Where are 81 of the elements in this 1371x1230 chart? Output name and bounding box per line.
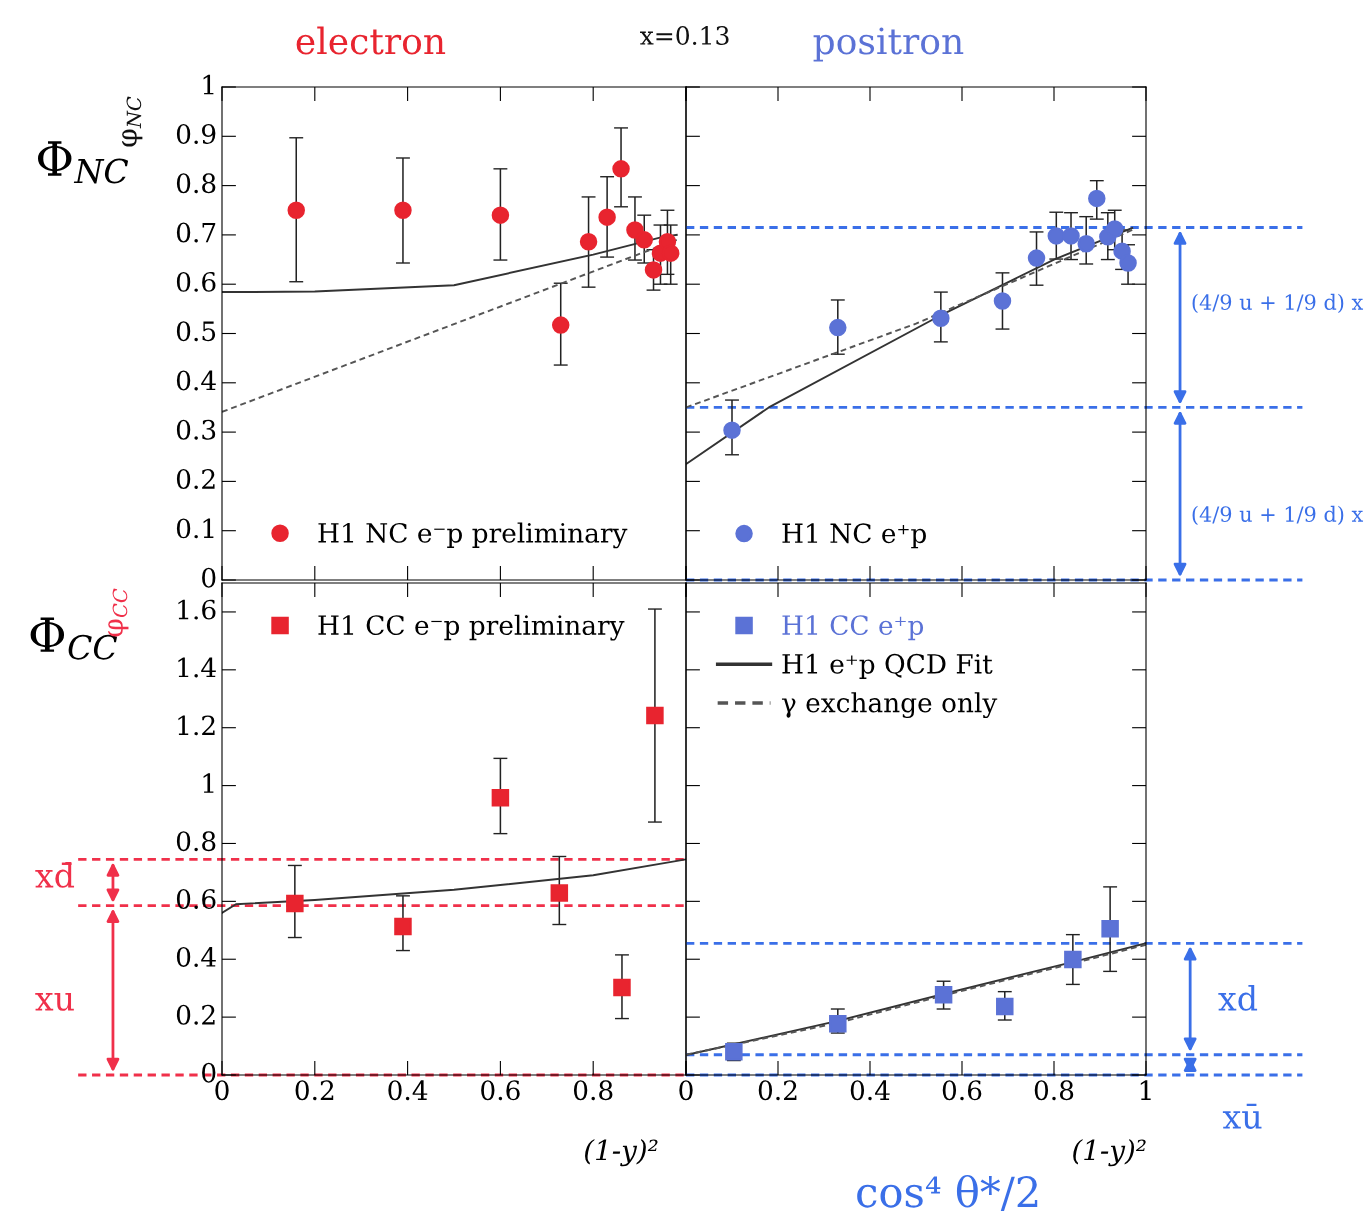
y-tick-label: 0.6 bbox=[176, 271, 216, 292]
point bbox=[1077, 235, 1095, 253]
x-axis-title: (1-y)² bbox=[585, 1138, 658, 1167]
point bbox=[551, 316, 570, 334]
legend-label: H1 NC e⁺p bbox=[782, 523, 926, 549]
x-tick-label: 0.2 bbox=[295, 1080, 334, 1101]
point bbox=[829, 318, 847, 337]
y-tick-label: 0 bbox=[202, 1062, 216, 1083]
line-series bbox=[222, 233, 678, 294]
x-tick-label: 1 bbox=[1140, 1080, 1151, 1100]
point bbox=[394, 917, 412, 936]
point bbox=[723, 421, 741, 439]
y-tick-label: 0 bbox=[202, 567, 216, 588]
point bbox=[286, 894, 304, 913]
text: xu bbox=[35, 993, 74, 1011]
x-tick-label: 0.4 bbox=[850, 1080, 890, 1101]
chart-title: positron bbox=[813, 27, 964, 62]
point bbox=[996, 997, 1014, 1016]
point bbox=[993, 292, 1012, 310]
point bbox=[1064, 950, 1082, 969]
x-tick-label: 0.2 bbox=[758, 1080, 797, 1101]
point bbox=[932, 309, 950, 327]
chart-title: electron bbox=[296, 26, 446, 55]
point bbox=[1088, 189, 1106, 208]
y-tick-label: 0.4 bbox=[176, 370, 216, 391]
legend-label: γ exchange only bbox=[781, 692, 998, 719]
x-tick-label: 0.8 bbox=[1034, 1080, 1074, 1101]
y-tick-label: 1.6 bbox=[178, 599, 216, 620]
y-tick-label: 0.2 bbox=[176, 469, 215, 490]
point bbox=[635, 231, 653, 249]
point bbox=[491, 206, 510, 224]
legend-label: H1 e⁺p QCD Fit bbox=[782, 653, 993, 679]
text: H1 CC e⁺p bbox=[782, 615, 924, 641]
y-tick-label: 0.5 bbox=[176, 321, 216, 342]
x-tick-label: 0.6 bbox=[942, 1080, 982, 1101]
x-tick-label: 0.8 bbox=[573, 1080, 613, 1101]
point bbox=[646, 706, 664, 725]
point bbox=[829, 1015, 847, 1033]
y-tick-label: 0.8 bbox=[176, 173, 216, 194]
text: cos⁴ θ*/2 bbox=[857, 1174, 1038, 1211]
y-tick-label: 0.3 bbox=[176, 419, 216, 440]
text: xū bbox=[1222, 1103, 1262, 1129]
y-tick-label: 0.9 bbox=[176, 124, 216, 144]
y-tick-label: 1.2 bbox=[178, 715, 215, 736]
y-tick-label: 1 bbox=[203, 773, 214, 793]
y-tick-label: 0.1 bbox=[176, 518, 214, 539]
point bbox=[1062, 227, 1080, 245]
x-axis-title: (1-y)² bbox=[1073, 1138, 1146, 1167]
y-tick-label: 0.2 bbox=[176, 1004, 215, 1025]
y-tick-label: 0.4 bbox=[176, 946, 216, 967]
line-series bbox=[222, 858, 686, 914]
point bbox=[579, 233, 598, 251]
point bbox=[1101, 920, 1119, 938]
point bbox=[287, 201, 305, 219]
point bbox=[1119, 254, 1137, 272]
point bbox=[1105, 220, 1124, 238]
y-tick-label: 1 bbox=[203, 74, 214, 95]
y-tick-label: 1.4 bbox=[178, 657, 216, 678]
legend-label: H1 NC e⁻p preliminary bbox=[318, 522, 628, 549]
point bbox=[934, 986, 953, 1004]
point bbox=[613, 978, 631, 997]
y-tick-label: 0.6 bbox=[176, 889, 216, 910]
text: xd bbox=[1218, 985, 1258, 1011]
point bbox=[644, 261, 663, 279]
text: xd̄ bbox=[35, 862, 75, 888]
y-tick-label: 0.8 bbox=[176, 831, 216, 852]
point bbox=[1027, 249, 1046, 267]
y-tick-label: 0.7 bbox=[176, 222, 216, 243]
text: (4/9 u + 1/9 d) x bbox=[1192, 293, 1364, 313]
point bbox=[550, 884, 569, 902]
text: H1 CC e⁻p preliminary bbox=[318, 614, 625, 641]
point bbox=[612, 160, 630, 178]
text: (4/9 u + 1/9 d) x bbox=[1192, 505, 1364, 525]
point bbox=[598, 208, 616, 226]
point bbox=[394, 201, 412, 219]
x-tick-label: 0 bbox=[679, 1080, 693, 1101]
text: x=0.13 bbox=[640, 26, 729, 45]
x-tick-label: 0.4 bbox=[388, 1080, 428, 1101]
point bbox=[491, 788, 510, 807]
point bbox=[1047, 227, 1066, 245]
x-tick-label: 0.6 bbox=[481, 1080, 520, 1101]
